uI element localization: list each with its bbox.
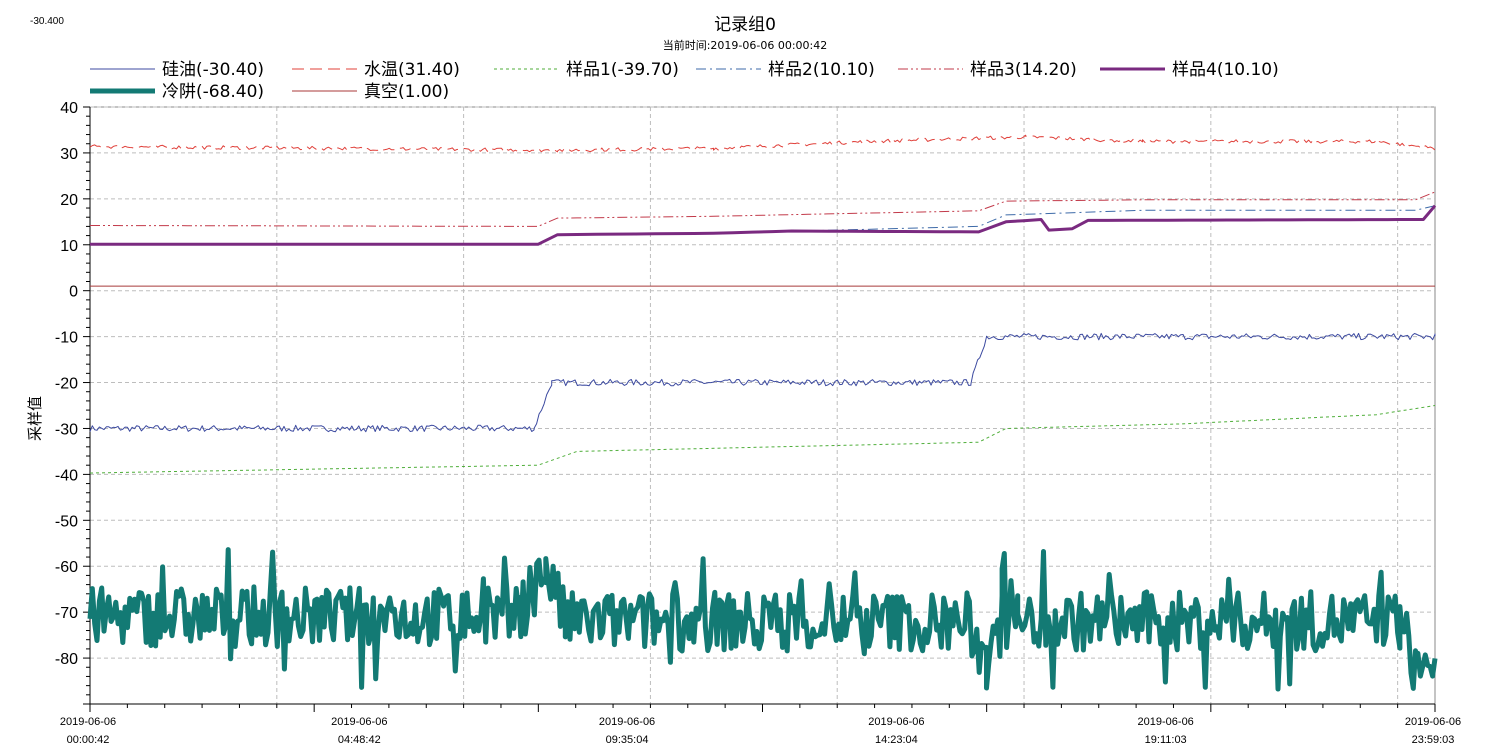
y-tick-label: 30 xyxy=(60,146,78,163)
legend-label-硅油[interactable]: 硅油(-30.40) xyxy=(162,60,264,80)
series-lines xyxy=(87,134,1438,692)
y-tick-label: -70 xyxy=(55,605,78,622)
y-tick-label: 40 xyxy=(60,100,78,117)
legend-label-样品2[interactable]: 样品2(10.10) xyxy=(768,60,875,80)
series-line-样品4 xyxy=(90,204,1437,246)
y-tick-label: -20 xyxy=(55,376,78,393)
legend-label-样品4[interactable]: 样品4(10.10) xyxy=(1172,60,1279,80)
y-tick-label: -80 xyxy=(55,651,78,668)
grid-lines xyxy=(89,106,1436,705)
series-line-样品3 xyxy=(90,191,1436,227)
x-tick-label-date: 2019-06-06 xyxy=(1138,716,1194,728)
x-tick-label-time: 04:48:42 xyxy=(338,734,381,746)
x-tick-label-time: 19:11:03 xyxy=(1145,734,1187,746)
y-tick-label: 0 xyxy=(69,284,78,301)
series-line-水温 xyxy=(89,134,1436,153)
current-value-readout: -30.400 xyxy=(30,16,64,27)
x-tick-label-date: 2019-06-06 xyxy=(599,716,655,728)
x-tick-label-date: 2019-06-06 xyxy=(60,716,116,728)
x-tick-label-time: 23:59:03 xyxy=(1412,734,1455,746)
y-tick-label: -30 xyxy=(55,421,78,438)
series-line-冷阱 xyxy=(87,547,1438,692)
chart-title: 记录组0 xyxy=(714,15,776,35)
y-tick-label: 20 xyxy=(60,192,78,209)
legend-label-真空[interactable]: 真空(1.00) xyxy=(364,82,449,102)
legend-label-样品1[interactable]: 样品1(-39.70) xyxy=(566,60,679,80)
legend[interactable]: 硅油(-30.40) 水温(31.40) 样品1(-39.70) 样品2(10.10)… xyxy=(90,60,1279,102)
legend-label-水温[interactable]: 水温(31.40) xyxy=(364,60,460,80)
x-tick-label-date: 2019-06-06 xyxy=(331,716,387,728)
series-line-样品1 xyxy=(89,405,1436,474)
y-tick-label: 10 xyxy=(60,238,78,255)
legend-label-样品3[interactable]: 样品3(14.20) xyxy=(970,60,1077,80)
x-axis: 2019-06-06 00:00:42 2019-06-06 04:48:42 2019… xyxy=(60,703,1461,746)
y-tick-label: -50 xyxy=(55,513,78,530)
series-line-硅油 xyxy=(89,332,1436,433)
series-line-样品2 xyxy=(90,205,1436,245)
x-tick-label-date: 2019-06-06 xyxy=(1405,716,1461,728)
x-tick-label-date: 2019-06-06 xyxy=(868,716,924,728)
legend-label-冷阱[interactable]: 冷阱(-68.40) xyxy=(162,82,264,102)
y-tick-label: -10 xyxy=(55,330,78,347)
current-time-label: 当前时间:2019-06-06 00:00:42 xyxy=(662,39,828,52)
y-tick-label: -60 xyxy=(55,559,78,576)
y-axis: 40 30 20 10 0 -10 -20 -30 -40 -50 -60 -70 -80 xyxy=(55,100,91,705)
y-tick-label: -40 xyxy=(55,467,78,484)
x-tick-label-time: 09:35:04 xyxy=(606,734,649,746)
x-tick-label-time: 14:23:04 xyxy=(875,734,918,746)
x-tick-label-time: 00:00:42 xyxy=(67,734,110,746)
